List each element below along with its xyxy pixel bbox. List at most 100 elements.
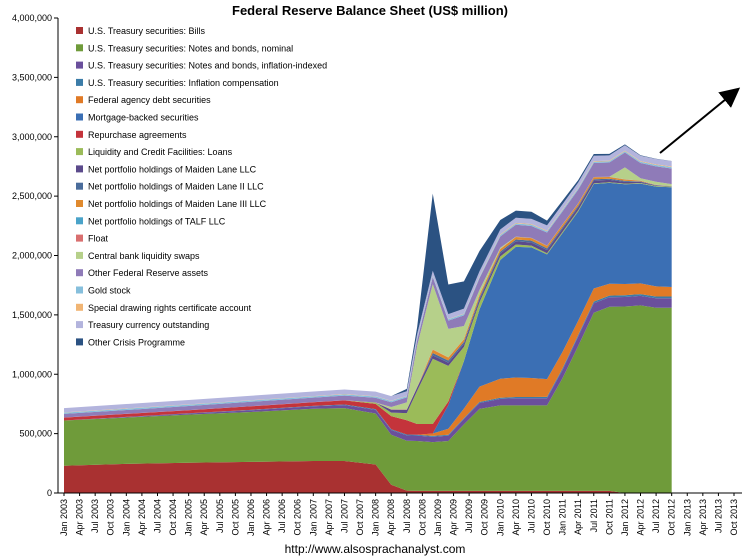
legend-label: Special drawing rights certificate accou… [88, 303, 252, 313]
y-tick-label: 2,000,000 [12, 251, 52, 261]
legend-swatch [76, 182, 83, 190]
area-series-0 [64, 460, 672, 493]
legend-swatch [76, 303, 83, 311]
x-tick-label: Oct 2012 [667, 499, 677, 536]
legend-label: Liquidity and Credit Facilities: Loans [88, 147, 233, 157]
x-tick-label: Jul 2007 [339, 499, 349, 533]
x-tick-label: Apr 2012 [636, 499, 646, 536]
legend-swatch [76, 217, 83, 225]
legend-swatch [76, 96, 83, 104]
legend-swatch [76, 113, 83, 121]
x-tick-label: Apr 2013 [698, 499, 708, 536]
x-tick-label: Jul 2011 [589, 499, 599, 532]
x-tick-label: Jul 2010 [526, 499, 536, 533]
x-tick-label: Oct 2004 [168, 499, 178, 536]
x-tick-label: Jul 2006 [277, 499, 287, 533]
legend-swatch [76, 148, 83, 156]
axes: 0 500,000 1,000,000 1,500,000 2,000,000 2,500… [12, 13, 742, 536]
legend-label: Federal agency debt securities [88, 95, 211, 105]
legend-swatch [76, 130, 83, 138]
y-tick-label: 4,000,000 [12, 13, 52, 23]
x-tick-label: Jan 2004 [121, 499, 131, 536]
legend-swatch [76, 321, 83, 329]
x-tick-label: Oct 2011 [604, 499, 614, 535]
x-tick-label: Oct 2010 [542, 499, 552, 536]
x-tick-label: Apr 2009 [449, 499, 459, 536]
x-tick-label: Oct 2007 [355, 499, 365, 536]
legend-swatch [76, 269, 83, 277]
y-tick-label: 500,000 [19, 429, 52, 439]
legend-swatch [76, 200, 83, 207]
x-tick-label: Jan 2005 [184, 499, 194, 536]
y-tick-label: 2,500,000 [12, 191, 52, 201]
x-tick-label: Apr 2007 [324, 499, 334, 536]
legend-label: U.S. Treasury securities: Inflation comp… [88, 78, 279, 88]
source-url: http://www.alsosprachanalyst.com [285, 542, 466, 556]
legend-swatch [76, 234, 83, 242]
legend-swatch [76, 165, 83, 173]
x-tick-label: Jul 2009 [464, 499, 474, 533]
y-tick-label: 0 [47, 488, 52, 498]
x-tick-label: Oct 2006 [293, 499, 303, 536]
y-tick-label: 1,500,000 [12, 310, 52, 320]
x-tick-label: Oct 2009 [480, 499, 490, 536]
legend-label: U.S. Treasury securities: Bills [88, 26, 206, 36]
legend-label: Net portfolio holdings of Maiden Lane LL… [88, 164, 257, 174]
x-tick-label: Jan 2006 [246, 499, 256, 536]
x-tick-label: Jan 2007 [308, 499, 318, 536]
y-tick-label: 3,500,000 [12, 72, 52, 82]
x-tick-label: Jan 2009 [433, 499, 443, 536]
x-tick-label: Apr 2005 [199, 499, 209, 536]
x-tick-label: Jul 2004 [152, 499, 162, 533]
legend-swatch [76, 338, 83, 346]
legend-label: Net portfolio holdings of TALF LLC [88, 216, 226, 226]
legend-label: Treasury currency outstanding [88, 320, 209, 330]
x-tick-label: Jan 2003 [59, 499, 69, 536]
x-tick-label: Apr 2006 [262, 499, 272, 536]
x-tick-label: Apr 2011 [573, 499, 583, 535]
legend-label: Repurchase agreements [88, 130, 187, 140]
legend: U.S. Treasury securities: Bills U.S. Trea… [76, 26, 327, 347]
legend-swatch [76, 27, 83, 34]
y-tick-label: 3,000,000 [12, 132, 52, 142]
area-series-5 [64, 182, 672, 435]
y-tick-label: 1,000,000 [12, 369, 52, 379]
legend-swatch [76, 44, 83, 52]
legend-label: Float [88, 234, 109, 244]
legend-swatch [76, 78, 83, 86]
trend-arrow [659, 87, 741, 154]
area-series-3 [64, 294, 672, 437]
x-tick-label: Oct 2003 [106, 499, 116, 536]
x-tick-label: Apr 2004 [137, 499, 147, 536]
x-tick-label: Apr 2010 [511, 499, 521, 536]
legend-swatch [76, 61, 83, 69]
legend-label: Net portfolio holdings of Maiden Lane II… [88, 182, 264, 192]
legend-label: Mortgage-backed securities [88, 113, 199, 123]
legend-swatch [76, 251, 83, 259]
legend-label: U.S. Treasury securities: Notes and bond… [88, 61, 327, 71]
x-tick-label: Jan 2013 [682, 499, 692, 536]
legend-swatch [76, 286, 83, 294]
x-tick-label: Oct 2005 [230, 499, 240, 536]
x-tick-label: Jul 2008 [402, 499, 412, 533]
x-tick-label: Oct 2013 [729, 499, 739, 536]
x-tick-label: Jul 2013 [713, 499, 723, 533]
x-tick-label: Jan 2012 [620, 499, 630, 536]
legend-label: Central bank liquidity swaps [88, 251, 200, 261]
x-tick-label: Jul 2012 [651, 499, 661, 533]
chart-title: Federal Reserve Balance Sheet (US$ milli… [232, 3, 508, 18]
x-tick-label: Apr 2003 [75, 499, 85, 536]
legend-label: Other Federal Reserve assets [88, 268, 209, 278]
legend-label: U.S. Treasury securities: Notes and bond… [88, 43, 293, 53]
x-tick-label: Jan 2008 [371, 499, 381, 536]
x-tick-label: Jul 2003 [90, 499, 100, 533]
x-tick-label: Jan 2011 [558, 499, 568, 535]
legend-label: Other Crisis Programme [88, 337, 185, 347]
x-tick-label: Jan 2010 [495, 499, 505, 536]
legend-label: Gold stock [88, 286, 131, 296]
area-series-group [64, 144, 672, 493]
x-tick-label: Apr 2008 [386, 499, 396, 536]
legend-label: Net portfolio holdings of Maiden Lane II… [88, 199, 267, 209]
x-tick-label: Oct 2008 [417, 499, 427, 536]
